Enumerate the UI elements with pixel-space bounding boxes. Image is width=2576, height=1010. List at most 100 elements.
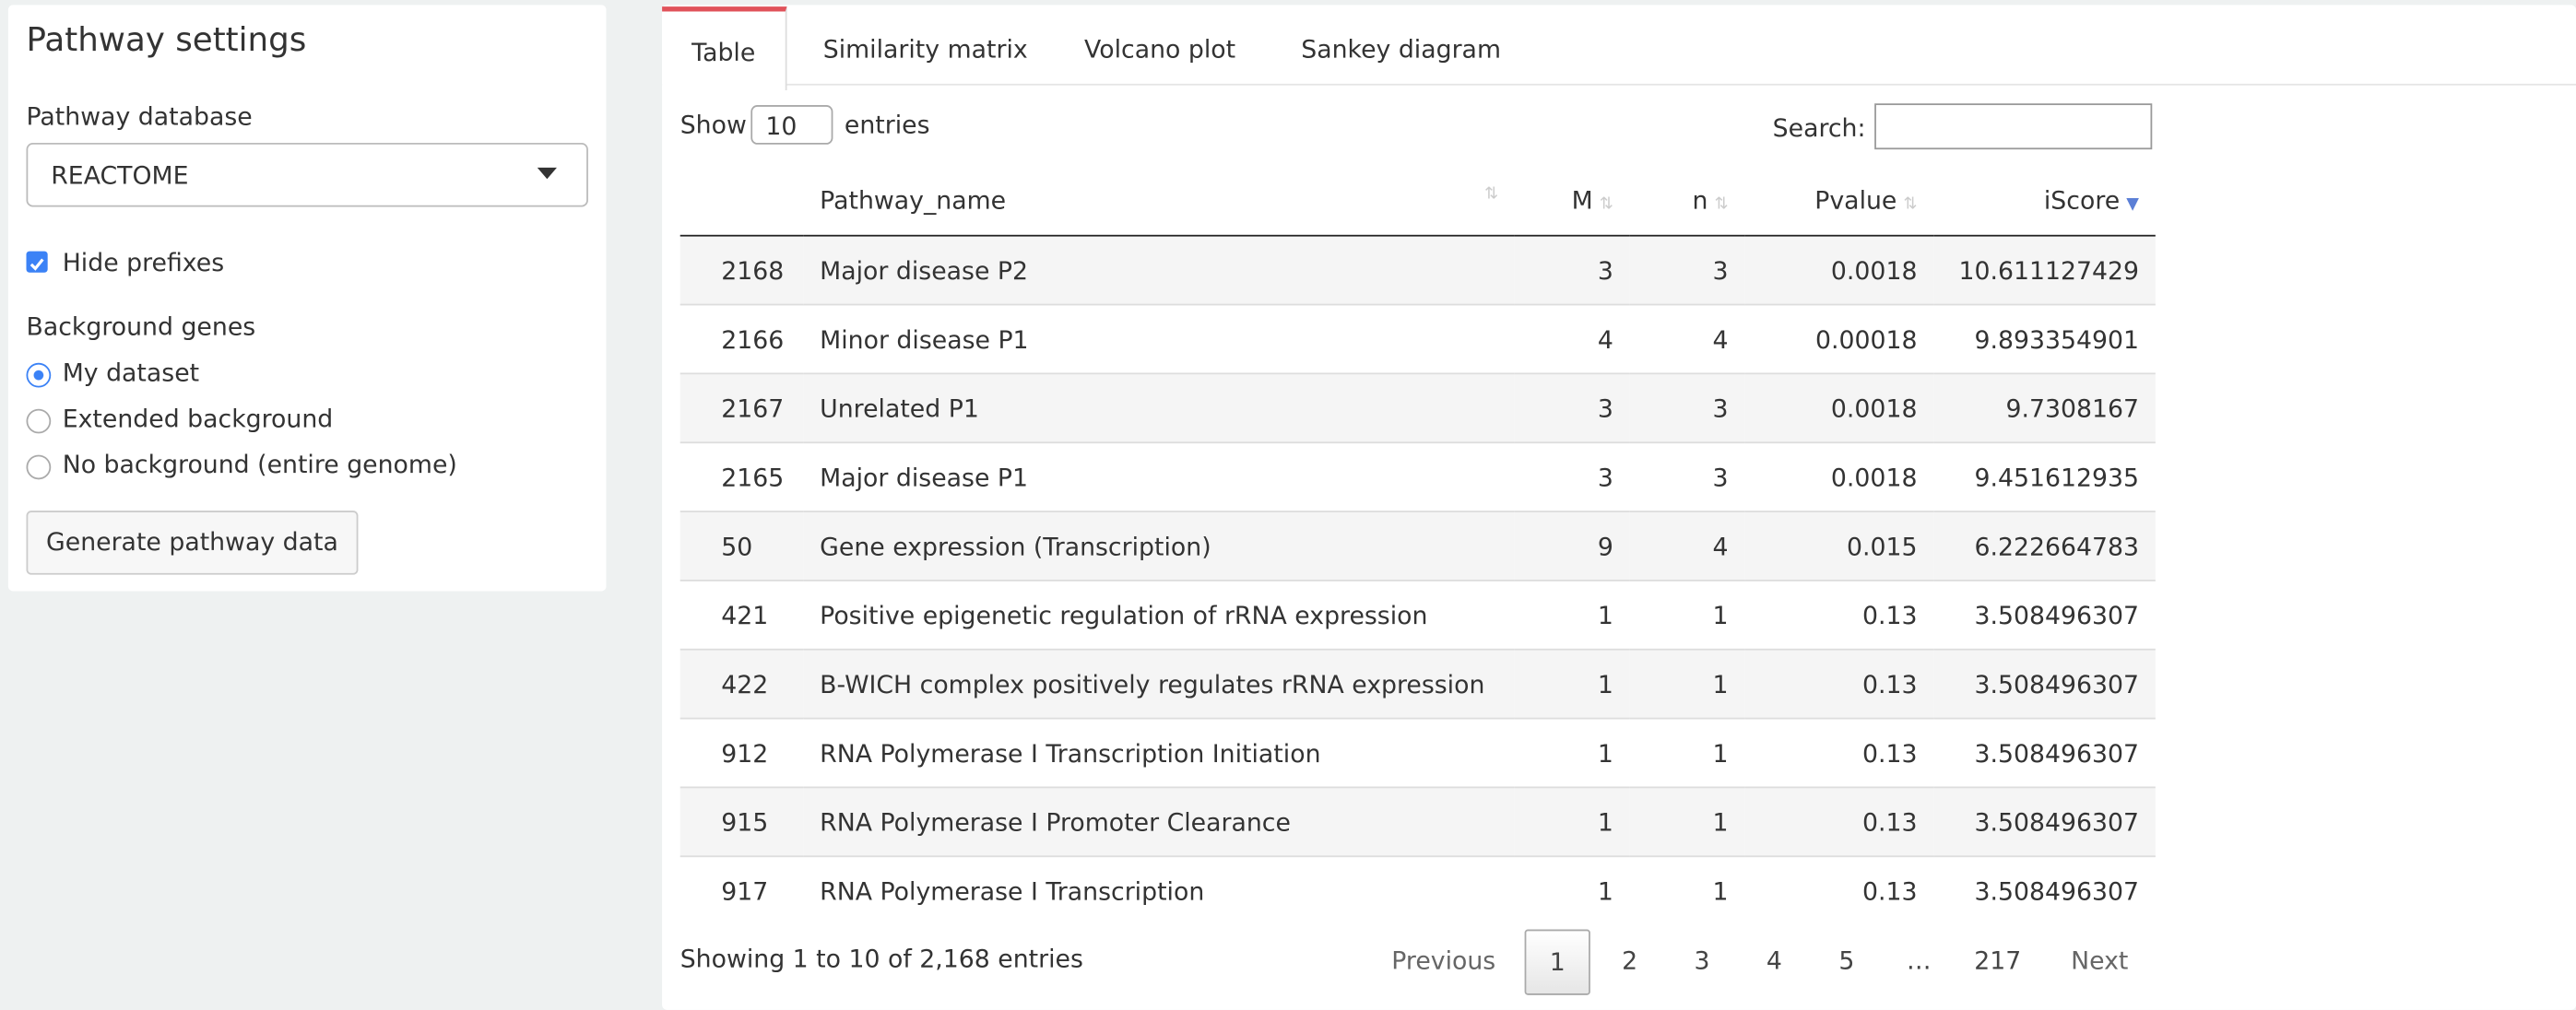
table-cell: 3.508496307 bbox=[1933, 717, 2156, 788]
table-cell: 2165 bbox=[679, 441, 804, 512]
column-header[interactable]: n ⇅ bbox=[1629, 164, 1745, 237]
page-button[interactable]: 2 bbox=[1622, 945, 1638, 976]
radio-label: No background (entire genome) bbox=[62, 450, 457, 480]
radio-label: My dataset bbox=[62, 358, 200, 388]
table-cell: 3 bbox=[1514, 372, 1630, 443]
length-select[interactable]: 10 bbox=[750, 105, 833, 145]
generate-button[interactable]: Generate pathway data bbox=[26, 511, 359, 575]
sort-icon: ▼ bbox=[2126, 194, 2140, 213]
table-cell: 3.508496307 bbox=[1933, 580, 2156, 650]
table-cell: 1 bbox=[1629, 786, 1745, 857]
table-cell: 3 bbox=[1514, 441, 1630, 512]
table-cell: 1 bbox=[1514, 786, 1630, 857]
table-cell: 9.451612935 bbox=[1933, 441, 2156, 512]
table-row[interactable]: 912 RNA Polymerase I Transcription Initia… bbox=[679, 717, 2156, 788]
table-cell: 3.508496307 bbox=[1933, 855, 2156, 925]
search-label: Search: bbox=[1772, 112, 1866, 144]
table-row[interactable]: 2168 Major disease P2 3 3 0.0018 10.611127429 bbox=[679, 234, 2156, 305]
table-cell: 421 bbox=[679, 580, 804, 650]
column-header[interactable]: M ⇅ bbox=[1514, 164, 1630, 237]
dropdown-icon bbox=[537, 167, 558, 180]
table-cell: 1 bbox=[1629, 717, 1745, 788]
database-select[interactable]: REACTOME bbox=[26, 143, 588, 207]
column-header[interactable]: iScore ▼ bbox=[1933, 164, 2156, 237]
page-button[interactable]: 1 bbox=[1524, 929, 1590, 995]
header-row: Pathway_name ⇅ M ⇅ n ⇅ Pvalue ⇅ iScore ▼ bbox=[679, 164, 2156, 237]
table-cell: 1 bbox=[1629, 580, 1745, 650]
table-cell: 9.893354901 bbox=[1933, 303, 2156, 374]
column-header[interactable]: Pvalue ⇅ bbox=[1744, 164, 1934, 237]
database-label: Pathway database bbox=[26, 101, 253, 132]
table-row[interactable]: 2166 Minor disease P1 4 4 0.00018 9.893354901 bbox=[679, 303, 2156, 374]
table-row[interactable]: 50 Gene expression (Transcription) 9 4 0.015… bbox=[679, 511, 2156, 581]
checkbox[interactable] bbox=[26, 251, 48, 273]
radio[interactable] bbox=[26, 454, 52, 480]
table-cell: 2168 bbox=[679, 234, 804, 305]
page-button[interactable]: 217 bbox=[1974, 945, 2022, 976]
table-cell: 2166 bbox=[679, 303, 804, 374]
page-button[interactable]: … bbox=[1906, 945, 1932, 976]
radio[interactable] bbox=[26, 408, 52, 434]
table-body: 2168 Major disease P2 3 3 0.0018 10.611127429… bbox=[679, 234, 2156, 925]
background-label: Background genes bbox=[26, 311, 256, 342]
column-header[interactable]: Pathway_name ⇅ bbox=[803, 164, 1515, 237]
page-button[interactable]: 3 bbox=[1694, 945, 1710, 976]
table-cell: 3 bbox=[1629, 234, 1745, 305]
page-button[interactable]: 4 bbox=[1766, 945, 1782, 976]
sort-icon: ⇅ bbox=[1599, 194, 1613, 213]
table-cell: Gene expression (Transcription) bbox=[803, 511, 1515, 581]
table-cell: 3.508496307 bbox=[1933, 648, 2156, 719]
table-row[interactable]: 2167 Unrelated P1 3 3 0.0018 9.7308167 bbox=[679, 372, 2156, 443]
page-button[interactable]: Previous bbox=[1391, 945, 1496, 976]
table-row[interactable]: 917 RNA Polymerase I Transcription 1 1 0.13 3… bbox=[679, 855, 2156, 925]
table-cell: 0.0018 bbox=[1744, 372, 1934, 443]
table-cell: 912 bbox=[679, 717, 804, 788]
table-cell: 0.13 bbox=[1744, 855, 1934, 925]
table-cell: 0.015 bbox=[1744, 511, 1934, 581]
table-cell: 1 bbox=[1514, 648, 1630, 719]
table-cell: 422 bbox=[679, 648, 804, 719]
table-row[interactable]: 2165 Major disease P1 3 3 0.0018 9.451612935 bbox=[679, 441, 2156, 512]
table-cell: B-WICH complex positively regulates rRNA… bbox=[803, 648, 1515, 719]
tab[interactable]: Similarity matrix bbox=[822, 34, 1028, 65]
search-input[interactable] bbox=[1874, 103, 2153, 150]
sidebar bbox=[7, 5, 607, 592]
radio[interactable] bbox=[26, 362, 52, 388]
sort-icon: ⇅ bbox=[1903, 194, 1918, 213]
table-cell: 1 bbox=[1629, 648, 1745, 719]
page-button[interactable]: Next bbox=[2071, 945, 2129, 976]
table-cell: 915 bbox=[679, 786, 804, 857]
tab[interactable]: Table bbox=[662, 6, 787, 91]
sort-icon: ⇅ bbox=[1484, 184, 1499, 204]
table-cell: 4 bbox=[1514, 303, 1630, 374]
table-cell: 6.222664783 bbox=[1933, 511, 2156, 581]
table-cell: Major disease P2 bbox=[803, 234, 1515, 305]
tab-divider bbox=[662, 83, 2576, 86]
checkbox-label: Hide prefixes bbox=[62, 248, 225, 278]
table-cell: 3.508496307 bbox=[1933, 786, 2156, 857]
table-cell: 0.13 bbox=[1744, 648, 1934, 719]
table-cell: RNA Polymerase I Promoter Clearance bbox=[803, 786, 1515, 857]
tab[interactable]: Sankey diagram bbox=[1301, 34, 1501, 65]
table-cell: Minor disease P1 bbox=[803, 303, 1515, 374]
table-cell: 0.13 bbox=[1744, 717, 1934, 788]
table-cell: 3 bbox=[1629, 441, 1745, 512]
sidebar-title: Pathway settings bbox=[26, 19, 307, 60]
table-cell: 4 bbox=[1629, 511, 1745, 581]
table-cell: 9 bbox=[1514, 511, 1630, 581]
tab[interactable]: Volcano plot bbox=[1084, 34, 1236, 65]
table-info: Showing 1 to 10 of 2,168 entries bbox=[679, 944, 1083, 974]
table-cell: 2167 bbox=[679, 372, 804, 443]
sort-icon: ⇅ bbox=[1714, 194, 1729, 213]
header-cell bbox=[679, 164, 804, 237]
table-cell: 9.7308167 bbox=[1933, 372, 2156, 443]
table-cell: 0.0018 bbox=[1744, 441, 1934, 512]
table-cell: 0.00018 bbox=[1744, 303, 1934, 374]
table-row[interactable]: 915 RNA Polymerase I Promoter Clearance 1 1… bbox=[679, 786, 2156, 857]
table-row[interactable]: 422 B-WICH complex positively regulates r… bbox=[679, 648, 2156, 719]
table-cell: 1 bbox=[1514, 855, 1630, 925]
page-button[interactable]: 5 bbox=[1838, 945, 1855, 976]
table-row[interactable]: 421 Positive epigenetic regulation of rRN… bbox=[679, 580, 2156, 650]
